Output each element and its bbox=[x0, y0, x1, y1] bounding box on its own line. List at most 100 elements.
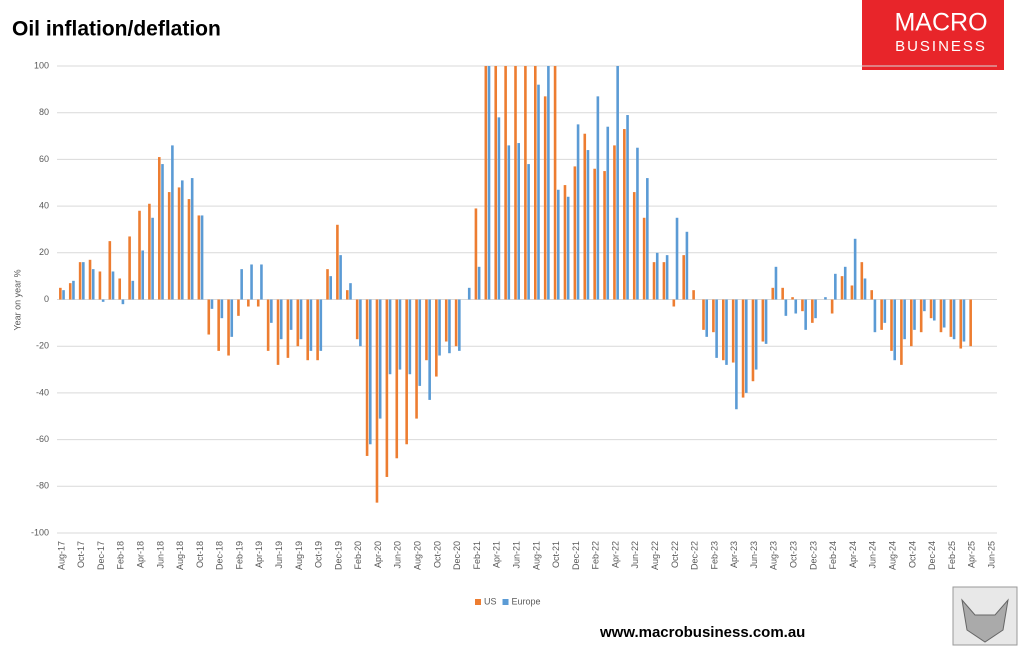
x-tick-label: Aug-20 bbox=[413, 541, 423, 570]
bar bbox=[376, 300, 379, 503]
bar bbox=[933, 300, 936, 321]
bar bbox=[498, 117, 501, 299]
bar bbox=[240, 269, 243, 299]
bar bbox=[587, 150, 590, 299]
bar bbox=[557, 190, 560, 300]
bar bbox=[201, 215, 204, 299]
y-tick-label: -60 bbox=[36, 434, 49, 444]
bar bbox=[168, 192, 171, 299]
legend-label: US bbox=[484, 596, 497, 606]
y-axis-label: Year on year % bbox=[12, 269, 22, 330]
bar bbox=[158, 157, 161, 299]
bar bbox=[574, 166, 577, 299]
bar bbox=[306, 300, 309, 361]
chart-title: Oil inflation/deflation bbox=[12, 18, 221, 41]
x-tick-label: Jun-24 bbox=[868, 541, 878, 569]
bar bbox=[765, 300, 768, 344]
bar bbox=[577, 124, 580, 299]
bar bbox=[280, 300, 283, 340]
x-tick-label: Aug-21 bbox=[531, 541, 541, 570]
y-tick-label: -20 bbox=[36, 341, 49, 351]
x-tick-label: Apr-18 bbox=[135, 541, 145, 568]
bar bbox=[762, 300, 765, 342]
bar bbox=[564, 185, 567, 299]
bar bbox=[903, 300, 906, 340]
bar bbox=[831, 300, 834, 314]
bar bbox=[735, 300, 738, 410]
bar bbox=[676, 218, 679, 300]
x-tick-label: Apr-22 bbox=[610, 541, 620, 568]
bar bbox=[191, 178, 194, 299]
x-tick-label: Jun-19 bbox=[274, 541, 284, 569]
bar bbox=[257, 300, 260, 307]
bar bbox=[844, 267, 847, 300]
y-tick-label: 60 bbox=[39, 154, 49, 164]
bar bbox=[188, 199, 191, 299]
y-tick-label: 20 bbox=[39, 247, 49, 257]
bar bbox=[785, 300, 788, 316]
bar bbox=[893, 300, 896, 361]
bar bbox=[207, 300, 210, 335]
bar bbox=[438, 300, 441, 356]
bar bbox=[527, 164, 530, 299]
bar bbox=[329, 276, 332, 299]
bar bbox=[725, 300, 728, 365]
bar bbox=[732, 300, 735, 363]
bar bbox=[771, 288, 774, 300]
bar bbox=[488, 66, 491, 300]
bar bbox=[646, 178, 649, 299]
bar bbox=[950, 300, 953, 337]
y-tick-label: 80 bbox=[39, 107, 49, 117]
bar bbox=[346, 290, 349, 299]
x-tick-label: Oct-21 bbox=[551, 541, 561, 568]
bar bbox=[775, 267, 778, 300]
x-tick-label: Feb-22 bbox=[591, 541, 601, 570]
bar bbox=[900, 300, 903, 365]
bar bbox=[524, 66, 527, 300]
bar bbox=[959, 300, 962, 349]
bar bbox=[297, 300, 300, 347]
bar bbox=[593, 169, 596, 300]
bar bbox=[804, 300, 807, 330]
bar bbox=[920, 300, 923, 333]
x-tick-label: Aug-19 bbox=[294, 541, 304, 570]
x-tick-label: Apr-19 bbox=[254, 541, 264, 568]
bar bbox=[425, 300, 428, 361]
bar bbox=[910, 300, 913, 347]
bar bbox=[221, 300, 224, 319]
bar bbox=[260, 264, 263, 299]
bar bbox=[722, 300, 725, 361]
bar bbox=[89, 260, 92, 300]
y-tick-label: 100 bbox=[34, 60, 49, 70]
x-tick-label: Apr-25 bbox=[967, 541, 977, 568]
bar bbox=[603, 171, 606, 299]
bar bbox=[79, 262, 82, 299]
bar bbox=[583, 134, 586, 300]
legend-swatch bbox=[503, 599, 509, 605]
bar bbox=[940, 300, 943, 333]
bar bbox=[943, 300, 946, 328]
bar bbox=[99, 271, 102, 299]
bar bbox=[171, 145, 174, 299]
bar bbox=[544, 96, 547, 299]
bar bbox=[72, 281, 75, 300]
bar bbox=[508, 145, 511, 299]
bar bbox=[250, 264, 253, 299]
bar bbox=[712, 300, 715, 333]
bar bbox=[494, 66, 497, 300]
bar bbox=[534, 66, 537, 300]
bar bbox=[349, 283, 352, 299]
footer-url: www.macrobusiness.com.au bbox=[599, 624, 805, 641]
bar bbox=[597, 96, 600, 299]
bar bbox=[458, 300, 461, 351]
bar bbox=[138, 211, 141, 300]
x-tick-label: Dec-24 bbox=[927, 541, 937, 570]
x-tick-label: Jun-22 bbox=[630, 541, 640, 569]
x-tick-label: Feb-25 bbox=[947, 541, 957, 570]
bar bbox=[237, 300, 240, 316]
bar bbox=[92, 269, 95, 299]
bar bbox=[864, 278, 867, 299]
x-tick-label: Apr-20 bbox=[373, 541, 383, 568]
bar bbox=[448, 300, 451, 354]
bar bbox=[834, 274, 837, 300]
